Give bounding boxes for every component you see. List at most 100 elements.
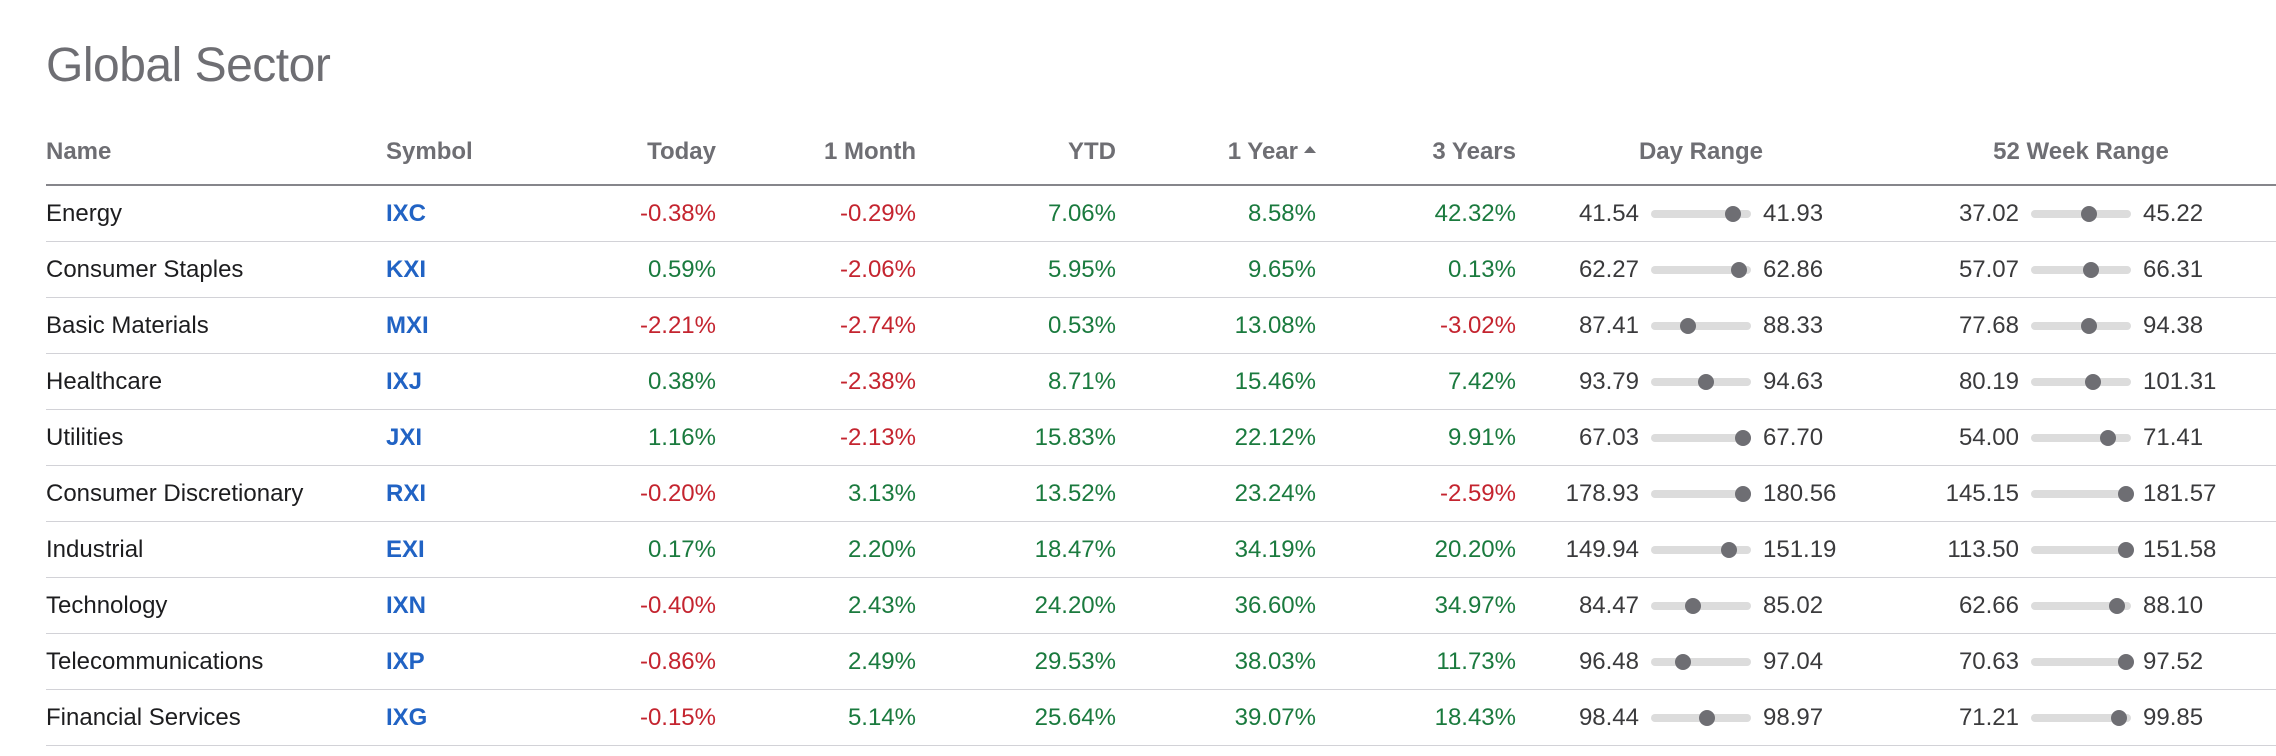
- week52-range-high: 71.41: [2143, 423, 2204, 451]
- table-row[interactable]: Industrial EXI 0.17% 2.20% 18.47% 34.19% 20.20…: [46, 521, 2276, 578]
- change-ytd: 13.52%: [916, 465, 1116, 522]
- change-1-month: -2.13%: [716, 409, 916, 466]
- sector-name: Basic Materials: [46, 297, 386, 354]
- day-range-marker: [1735, 429, 1751, 446]
- day-range-bar: [1651, 597, 1751, 614]
- change-today: 0.59%: [536, 241, 716, 298]
- table-row[interactable]: Telecommunications IXP -0.86% 2.49% 29.53% 38…: [46, 633, 2276, 690]
- change-1-year: 13.08%: [1116, 297, 1316, 354]
- table-row[interactable]: Utilities JXI 1.16% -2.13% 15.83% 22.12% 9.91%…: [46, 409, 2276, 466]
- symbol-link[interactable]: IXJ: [386, 367, 423, 395]
- symbol-link[interactable]: MXI: [386, 311, 429, 339]
- week52-range-low: 80.19: [1958, 367, 2019, 395]
- column-header-name[interactable]: Name: [46, 120, 386, 186]
- day-range-marker: [1698, 373, 1714, 390]
- day-range-low: 149.94: [1565, 535, 1639, 563]
- column-header-symbol[interactable]: Symbol: [386, 120, 536, 186]
- change-1-year: 23.24%: [1116, 465, 1316, 522]
- table-row[interactable]: Energy IXC -0.38% -0.29% 7.06% 8.58% 42.32% 41.…: [46, 185, 2276, 242]
- change-3-years: 42.32%: [1316, 185, 1516, 242]
- page-title: Global Sector: [46, 39, 331, 92]
- change-today: -0.40%: [536, 577, 716, 634]
- symbol-link[interactable]: KXI: [386, 255, 427, 283]
- table-row[interactable]: Consumer Discretionary RXI -0.20% 3.13% 13.5…: [46, 465, 2276, 522]
- day-range-high: 97.04: [1763, 647, 1824, 675]
- day-range-bar: [1651, 709, 1751, 726]
- symbol-link[interactable]: IXG: [386, 703, 428, 731]
- table-row[interactable]: Basic Materials MXI -2.21% -2.74% 0.53% 13.08…: [46, 297, 2276, 354]
- week52-range-wrap: 77.68 94.38: [1886, 312, 2276, 340]
- change-ytd: 25.64%: [916, 689, 1116, 746]
- change-today: 1.16%: [536, 409, 716, 466]
- change-3-years: 34.97%: [1316, 577, 1516, 634]
- week52-range-marker: [2118, 541, 2134, 558]
- symbol-cell: EXI: [386, 521, 536, 578]
- symbol-link[interactable]: IXN: [386, 591, 427, 619]
- symbol-link[interactable]: JXI: [386, 423, 423, 451]
- change-today: -0.20%: [536, 465, 716, 522]
- sector-name: Energy: [46, 185, 386, 242]
- change-1-year: 15.46%: [1116, 353, 1316, 410]
- change-ytd: 8.71%: [916, 353, 1116, 410]
- column-header-day-range[interactable]: Day Range: [1516, 120, 1886, 186]
- change-1-year: 39.07%: [1116, 689, 1316, 746]
- day-range-bar: [1651, 261, 1751, 278]
- symbol-link[interactable]: IXC: [386, 199, 427, 227]
- column-header-ytd[interactable]: YTD: [916, 120, 1116, 186]
- day-range: 98.44 98.97: [1516, 689, 1886, 746]
- week52-range-wrap: 70.63 97.52: [1886, 648, 2276, 676]
- change-3-years: 11.73%: [1316, 633, 1516, 690]
- week52-range-low: 37.02: [1958, 199, 2019, 227]
- column-header-52-week-range[interactable]: 52 Week Range: [1886, 120, 2276, 186]
- table-row[interactable]: Financial Services IXG -0.15% 5.14% 25.64% 39…: [46, 689, 2276, 746]
- change-1-month: -0.29%: [716, 185, 916, 242]
- symbol-cell: RXI: [386, 465, 536, 522]
- sort-ascending-icon: [1304, 146, 1316, 154]
- week52-range-low: 62.66: [1958, 591, 2019, 619]
- day-range-high: 88.33: [1763, 311, 1824, 339]
- week52-range-marker: [2085, 373, 2101, 390]
- change-3-years: 20.20%: [1316, 521, 1516, 578]
- change-ytd: 7.06%: [916, 185, 1116, 242]
- day-range: 96.48 97.04: [1516, 633, 1886, 690]
- table-row[interactable]: Consumer Staples KXI 0.59% -2.06% 5.95% 9.65%…: [46, 241, 2276, 298]
- week52-range-bar: [2031, 205, 2131, 222]
- column-header-1-year[interactable]: 1 Year: [1116, 120, 1316, 186]
- day-range-bar: [1651, 317, 1751, 334]
- symbol-link[interactable]: RXI: [386, 479, 427, 507]
- change-ytd: 0.53%: [916, 297, 1116, 354]
- change-1-year: 8.58%: [1116, 185, 1316, 242]
- symbol-link[interactable]: EXI: [386, 535, 425, 563]
- symbol-link[interactable]: IXP: [386, 647, 425, 675]
- change-1-month: 2.49%: [716, 633, 916, 690]
- change-ytd: 18.47%: [916, 521, 1116, 578]
- symbol-cell: IXP: [386, 633, 536, 690]
- week52-range-bar: [2031, 597, 2131, 614]
- day-range-marker: [1685, 597, 1701, 614]
- day-range: 149.94 151.19: [1516, 521, 1886, 578]
- day-range-bar: [1651, 205, 1751, 222]
- column-header-3-years[interactable]: 3 Years: [1316, 120, 1516, 186]
- day-range-low: 62.27: [1578, 255, 1639, 283]
- change-1-month: -2.06%: [716, 241, 916, 298]
- column-header-1-month[interactable]: 1 Month: [716, 120, 916, 186]
- day-range-high: 151.19: [1763, 535, 1837, 563]
- column-header-today[interactable]: Today: [536, 120, 716, 186]
- table-row[interactable]: Technology IXN -0.40% 2.43% 24.20% 36.60% 34.9…: [46, 577, 2276, 634]
- change-ytd: 5.95%: [916, 241, 1116, 298]
- week52-range-marker: [2109, 597, 2125, 614]
- day-range-low: 84.47: [1578, 591, 1639, 619]
- week52-range: 113.50 151.58: [1886, 521, 2276, 578]
- day-range: 84.47 85.02: [1516, 577, 1886, 634]
- table-row[interactable]: Healthcare IXJ 0.38% -2.38% 8.71% 15.46% 7.42%…: [46, 353, 2276, 410]
- week52-range-bar: [2031, 541, 2134, 558]
- day-range-wrap: 93.79 94.63: [1516, 368, 1886, 396]
- change-1-month: 2.20%: [716, 521, 916, 578]
- change-1-month: 3.13%: [716, 465, 916, 522]
- day-range-high: 85.02: [1763, 591, 1824, 619]
- week52-range: 77.68 94.38: [1886, 297, 2276, 354]
- week52-range-marker: [2118, 653, 2134, 670]
- week52-range-wrap: 145.15 181.57: [1886, 480, 2276, 508]
- week52-range-low: 70.63: [1958, 647, 2019, 675]
- sector-name: Consumer Discretionary: [46, 465, 386, 522]
